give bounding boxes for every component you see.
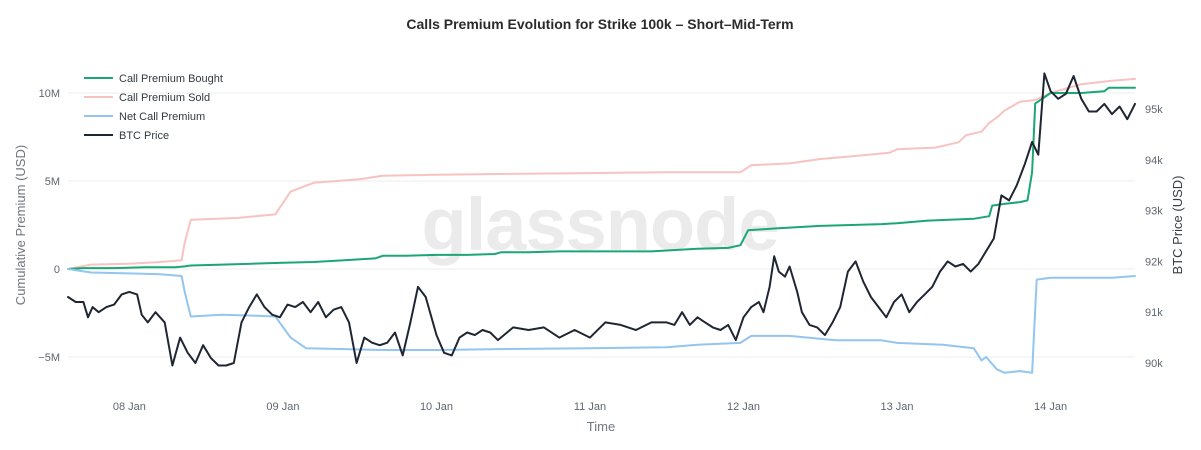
legend-item-call-premium-sold[interactable]: Call Premium Sold: [84, 92, 210, 104]
legend-label-btc: BTC Price: [119, 130, 169, 142]
y-right-tick-label: 91k: [1145, 307, 1163, 319]
legend: Call Premium Bought Call Premium Sold Ne…: [84, 73, 223, 142]
series-line-call-premium-sold: [67, 77, 1136, 270]
x-axis-title: Time: [587, 419, 615, 434]
legend-item-net-call-premium[interactable]: Net Call Premium: [84, 111, 205, 123]
chart-title: Calls Premium Evolution for Strike 100k …: [406, 16, 793, 32]
x-tick-label: 14 Jan: [1034, 401, 1067, 413]
x-tick-label: 12 Jan: [727, 401, 760, 413]
y-right-tick-label: 95k: [1145, 104, 1163, 116]
watermark-text: glassnode: [422, 183, 779, 266]
series-line-btc-price: [67, 72, 1136, 367]
y-left-tick-label: 0: [54, 264, 60, 276]
x-tick-label: 13 Jan: [881, 401, 914, 413]
y-right-tick-label: 94k: [1145, 155, 1163, 167]
series-lines: [67, 72, 1136, 374]
y-right-tick-label: 90k: [1145, 358, 1163, 370]
x-tick-label: 09 Jan: [266, 401, 299, 413]
series-line-net-call-premium: [67, 268, 1136, 374]
x-tick-label: 11 Jan: [574, 401, 606, 413]
legend-label-bought: Call Premium Bought: [119, 73, 223, 85]
x-tick-label: 08 Jan: [113, 401, 146, 413]
y-left-tick-label: −5M: [38, 352, 60, 364]
axis-ticks: 10M 5M 0 −5M 95k 94k 93k 92k 91k 90k 08 Jan 09 Jan 1…: [38, 88, 1163, 413]
y-left-tick-label: 5M: [45, 176, 60, 188]
legend-label-sold: Call Premium Sold: [119, 92, 210, 104]
x-tick-label: 10 Jan: [420, 401, 453, 413]
gridlines: [68, 92, 1135, 358]
y-axis-right-title: BTC Price (USD): [1170, 176, 1185, 275]
y-right-tick-label: 93k: [1145, 206, 1163, 218]
series-line-call-premium-bought: [67, 86, 1136, 270]
y-axis-left-title: Cumulative Premium (USD): [13, 145, 28, 305]
legend-item-btc-price[interactable]: BTC Price: [84, 130, 169, 142]
y-left-tick-label: 10M: [39, 88, 60, 100]
legend-item-call-premium-bought[interactable]: Call Premium Bought: [84, 73, 223, 85]
legend-label-net: Net Call Premium: [119, 111, 205, 123]
y-right-tick-label: 92k: [1145, 256, 1163, 268]
